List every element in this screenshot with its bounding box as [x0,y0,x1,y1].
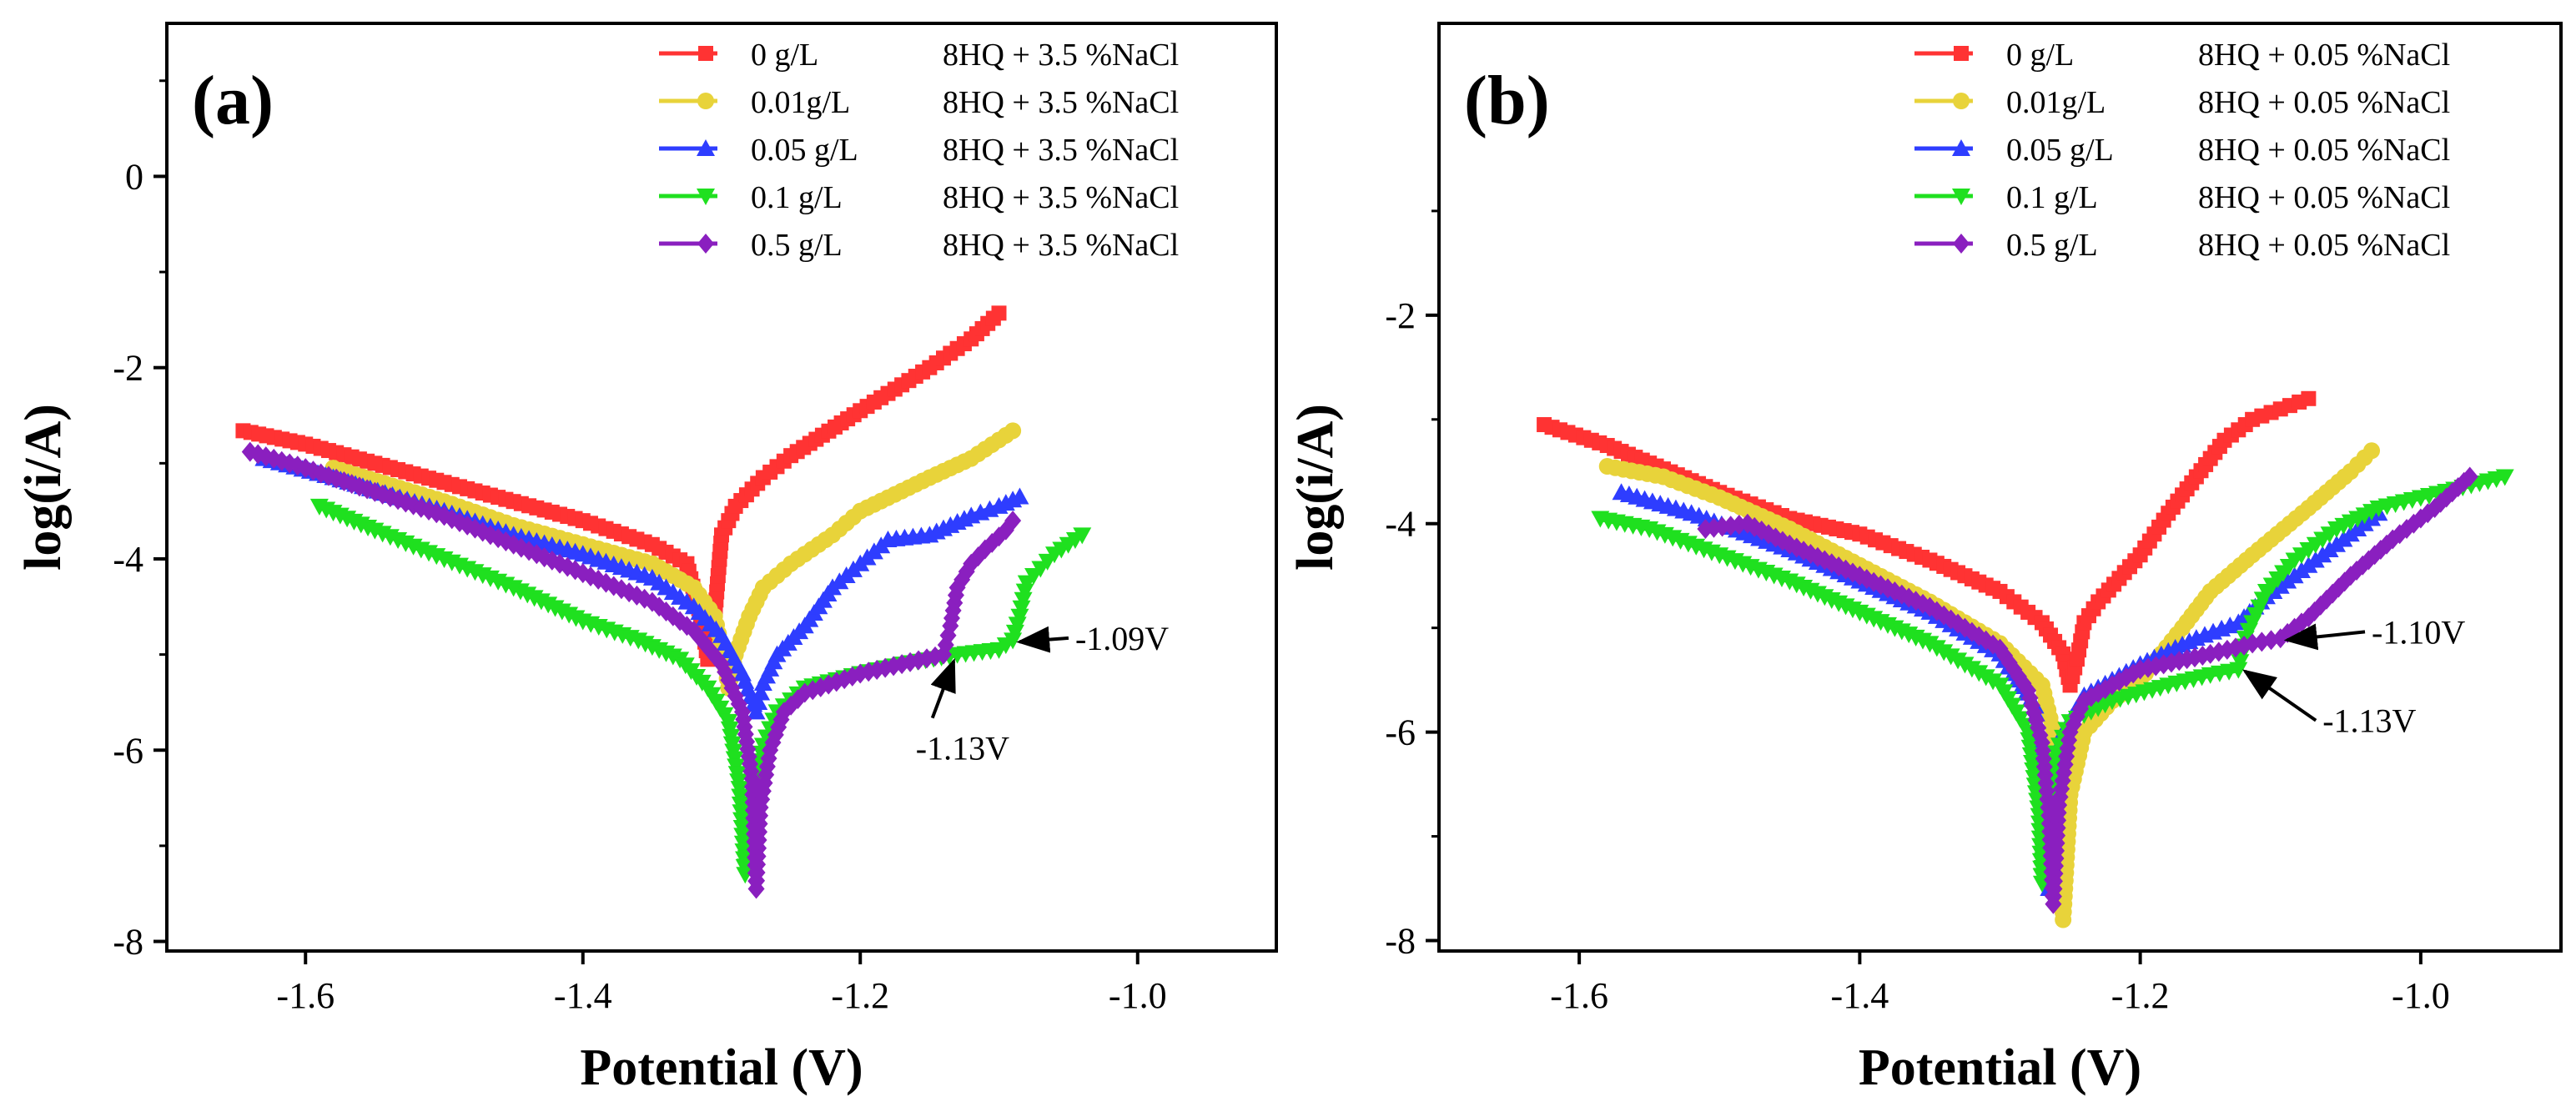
plot-frame [1437,22,2563,953]
legend-description: 8HQ + 0.05 %NaCl [2198,228,2450,263]
legend-label: 0.01g/L [2006,85,2106,120]
x-tick-label: -1.0 [2392,975,2450,1016]
data-point [1004,422,1022,440]
data-point [1010,487,1029,505]
data-point [752,683,771,701]
legend-description: 8HQ + 3.5 %NaCl [943,85,1179,120]
y-tick-label: -6 [113,730,143,771]
x-tick-label: -1.2 [2111,975,2170,1016]
legend-label: 0.5 g/L [2006,228,2098,263]
annotation-label: -1.09V [1075,620,1169,657]
legend-swatch-marker [697,234,714,254]
legend-description: 8HQ + 3.5 %NaCl [943,133,1179,168]
series-0-5-g-L [1697,466,2478,914]
annotation-label: -1.13V [916,730,1009,767]
data-point [1014,591,1033,609]
legend-swatch-marker [1952,139,1970,156]
y-axis-title: log(i/A) [1287,404,1344,571]
y-tick-label: -6 [1385,712,1416,753]
y-tick-label: -8 [1385,921,1416,962]
data-point [2231,654,2250,672]
plot-frame [165,22,1278,953]
annotation-arrow [2283,623,2366,651]
legend-swatch-marker [698,46,713,61]
legend-swatch-marker [697,139,715,156]
annotation-arrow [1016,626,1069,653]
data-point [991,305,1007,321]
data-point [1015,583,1034,601]
y-tick-label: -4 [1385,504,1416,545]
chart-panel-a: -1.6 -1.4 -1.2 -1.0 0 -2 -4 -6 -8 Potential (V) lo… [15,22,1278,1096]
legend-swatch-marker [697,93,714,109]
x-tick-label: -1.0 [1109,975,1167,1016]
annotation-arrow [2242,669,2317,722]
data-point [2461,466,2478,487]
annotation-label: -1.10V [2372,613,2465,651]
legend-description: 8HQ + 3.5 %NaCl [943,228,1179,263]
series-0-5-g-L [241,441,1022,899]
legend-label: 0.05 g/L [751,133,858,168]
legend-label: 0.5 g/L [751,228,843,263]
annotation-label: -1.13V [2322,702,2416,740]
x-tick-label: -1.6 [276,975,335,1016]
data-point [747,702,766,720]
data-point [749,692,768,710]
y-tick-label: -2 [1385,295,1416,336]
data-point [2495,469,2514,486]
legend-swatch-marker [1953,93,1970,109]
x-tick-label: -1.4 [554,975,612,1016]
data-point [1012,600,1031,617]
legend-description: 8HQ + 0.05 %NaCl [2198,180,2450,215]
y-tick-label: -8 [113,922,143,963]
data-point [412,497,430,518]
x-axis-title: Potential (V) [1859,1039,2141,1096]
series-0-g-L [1537,390,2317,693]
legend-label: 0 g/L [751,38,818,73]
y-tick-label: 0 [125,156,143,197]
data-point [1073,527,1092,545]
legend-description: 8HQ + 0.05 %NaCl [2198,85,2450,120]
legend-description: 8HQ + 0.05 %NaCl [2198,38,2450,73]
legend-label: 0 g/L [2006,38,2074,73]
data-point [1010,608,1029,626]
panel-label: (b) [1464,62,1550,139]
panel-label: (a) [192,62,274,139]
data-point [2229,662,2248,679]
data-point [2363,442,2381,460]
legend-swatch-marker [697,189,715,205]
x-tick-label: -1.4 [1831,975,1889,1016]
x-tick-label: -1.2 [831,975,889,1016]
legend-label: 0.01g/L [751,85,850,120]
legend-swatch-marker [1952,189,1970,205]
data-point [2301,390,2317,406]
y-axis-title: log(i/A) [15,404,72,571]
chart-panel-b: -1.6 -1.4 -1.2 -1.0 -2 -4 -6 -8 Potential (V) log… [1287,22,2563,1096]
legend-label: 0.1 g/L [2006,180,2098,215]
annotation-arrow [930,657,956,719]
legend-label: 0.1 g/L [751,180,843,215]
y-tick-label: -4 [113,539,143,580]
series-0-01g-L [325,422,1022,697]
legend-description: 8HQ + 3.5 %NaCl [943,180,1179,215]
legend-description: 8HQ + 3.5 %NaCl [943,38,1179,73]
data-point [1004,511,1022,531]
y-tick-label: -2 [113,348,143,389]
x-axis-title: Potential (V) [580,1039,863,1096]
legend-swatch-marker [1954,46,1969,61]
legend-swatch-marker [1953,234,1970,254]
legend-description: 8HQ + 0.05 %NaCl [2198,133,2450,168]
legend-label: 0.05 g/L [2006,133,2114,168]
x-tick-label: -1.6 [1550,975,1608,1016]
